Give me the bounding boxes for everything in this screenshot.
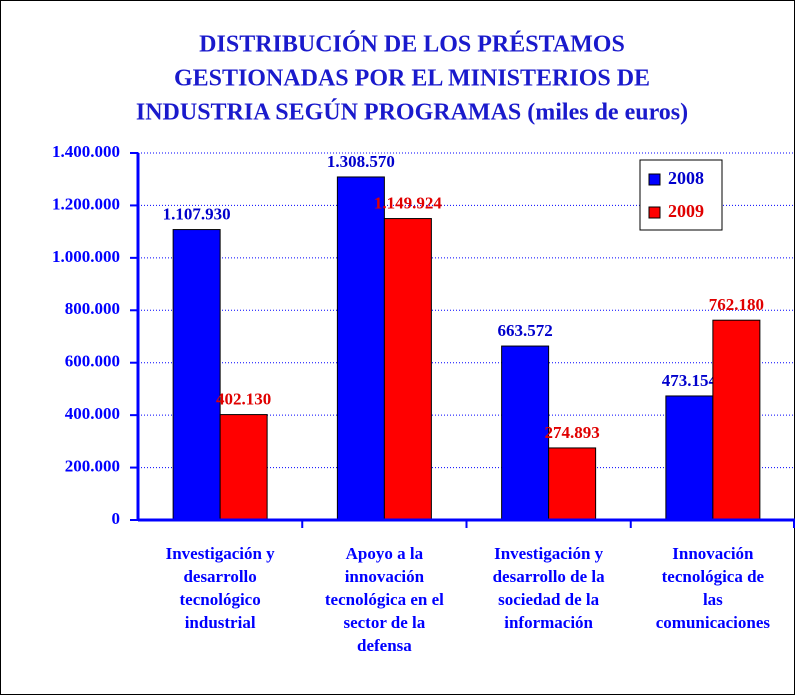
x-tick-label: sector de la [343,613,425,632]
x-tick-label: información [504,613,593,632]
bar [219,414,268,521]
value-label: 1.149.924 [374,193,443,212]
legend-swatch [648,206,661,219]
bar [172,229,221,521]
legend-label: 2009 [668,201,704,221]
x-tick-label: tecnológico [180,590,261,609]
x-tick-label: desarrollo [183,567,256,586]
x-tick-label: Investigación y [494,544,604,563]
value-label: 274.893 [545,423,600,442]
legend-label: 2008 [668,168,704,188]
y-tick-label: 200.000 [65,456,120,475]
bar [383,218,432,521]
value-label: 663.572 [498,321,553,340]
x-tick-label: sociedad de la [498,590,600,609]
bar [336,176,385,521]
bar [501,345,550,521]
x-tick-label: innovación [345,567,425,586]
x-tick-label: industrial [185,613,256,632]
legend-swatch [648,173,661,186]
y-tick-label: 400.000 [65,404,120,423]
x-tick-label: tecnológica de [662,567,765,586]
x-tick-label: Innovación [672,544,754,563]
value-label: 1.107.930 [163,204,231,223]
value-label: 762.180 [709,295,764,314]
bar [548,447,597,521]
x-tick-label: las [703,590,723,609]
bar [712,319,761,521]
x-tick-label: tecnológica en el [325,590,444,609]
y-tick-label: 600.000 [65,352,120,371]
value-label: 473.154 [662,371,718,390]
y-tick-label: 1.200.000 [52,194,120,213]
value-label: 402.130 [216,389,271,408]
value-label: 1.308.570 [327,152,395,171]
y-tick-label: 0 [112,509,121,528]
y-tick-label: 800.000 [65,299,120,318]
y-tick-label: 1.400.000 [52,142,120,161]
bar [665,395,714,521]
x-tick-label: comunicaciones [656,613,771,632]
y-tick-label: 1.000.000 [52,247,120,266]
x-tick-label: Investigación y [166,544,276,563]
x-tick-label: defensa [357,636,412,655]
chart-title: GESTIONADAS POR EL MINISTERIOS DE [174,66,650,92]
x-tick-label: desarrollo de la [493,567,606,586]
x-tick-label: Apoyo a la [346,544,424,563]
chart-title: INDUSTRIA SEGÚN PROGRAMAS (miles de euro… [136,100,688,126]
chart-title: DISTRIBUCIÓN DE LOS PRÉSTAMOS [199,31,625,58]
